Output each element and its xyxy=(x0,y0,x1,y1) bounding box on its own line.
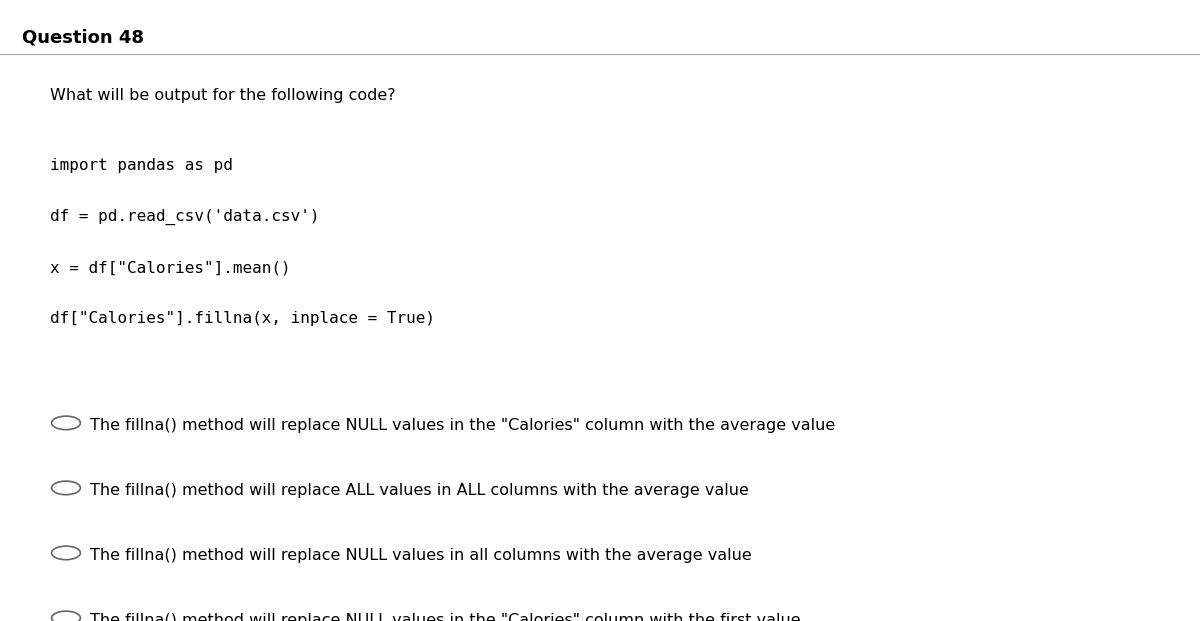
Text: The fillna() method will replace NULL values in all columns with the average val: The fillna() method will replace NULL va… xyxy=(90,548,751,563)
Text: df = pd.read_csv('data.csv'): df = pd.read_csv('data.csv') xyxy=(50,209,320,225)
Text: The fillna() method will replace ALL values in ALL columns with the average valu: The fillna() method will replace ALL val… xyxy=(90,483,749,499)
Text: df["Calories"].fillna(x, inplace = True): df["Calories"].fillna(x, inplace = True) xyxy=(50,311,436,326)
Text: The fillna() method will replace NULL values in the "Calories" column with the a: The fillna() method will replace NULL va… xyxy=(90,419,835,433)
Text: import pandas as pd: import pandas as pd xyxy=(50,158,233,173)
Text: x = df["Calories"].mean(): x = df["Calories"].mean() xyxy=(50,260,292,275)
Text: The fillna() method will replace NULL values in the "Calories" column with the f: The fillna() method will replace NULL va… xyxy=(90,614,800,621)
Text: Question 48: Question 48 xyxy=(22,29,144,47)
Text: What will be output for the following code?: What will be output for the following co… xyxy=(50,88,396,102)
